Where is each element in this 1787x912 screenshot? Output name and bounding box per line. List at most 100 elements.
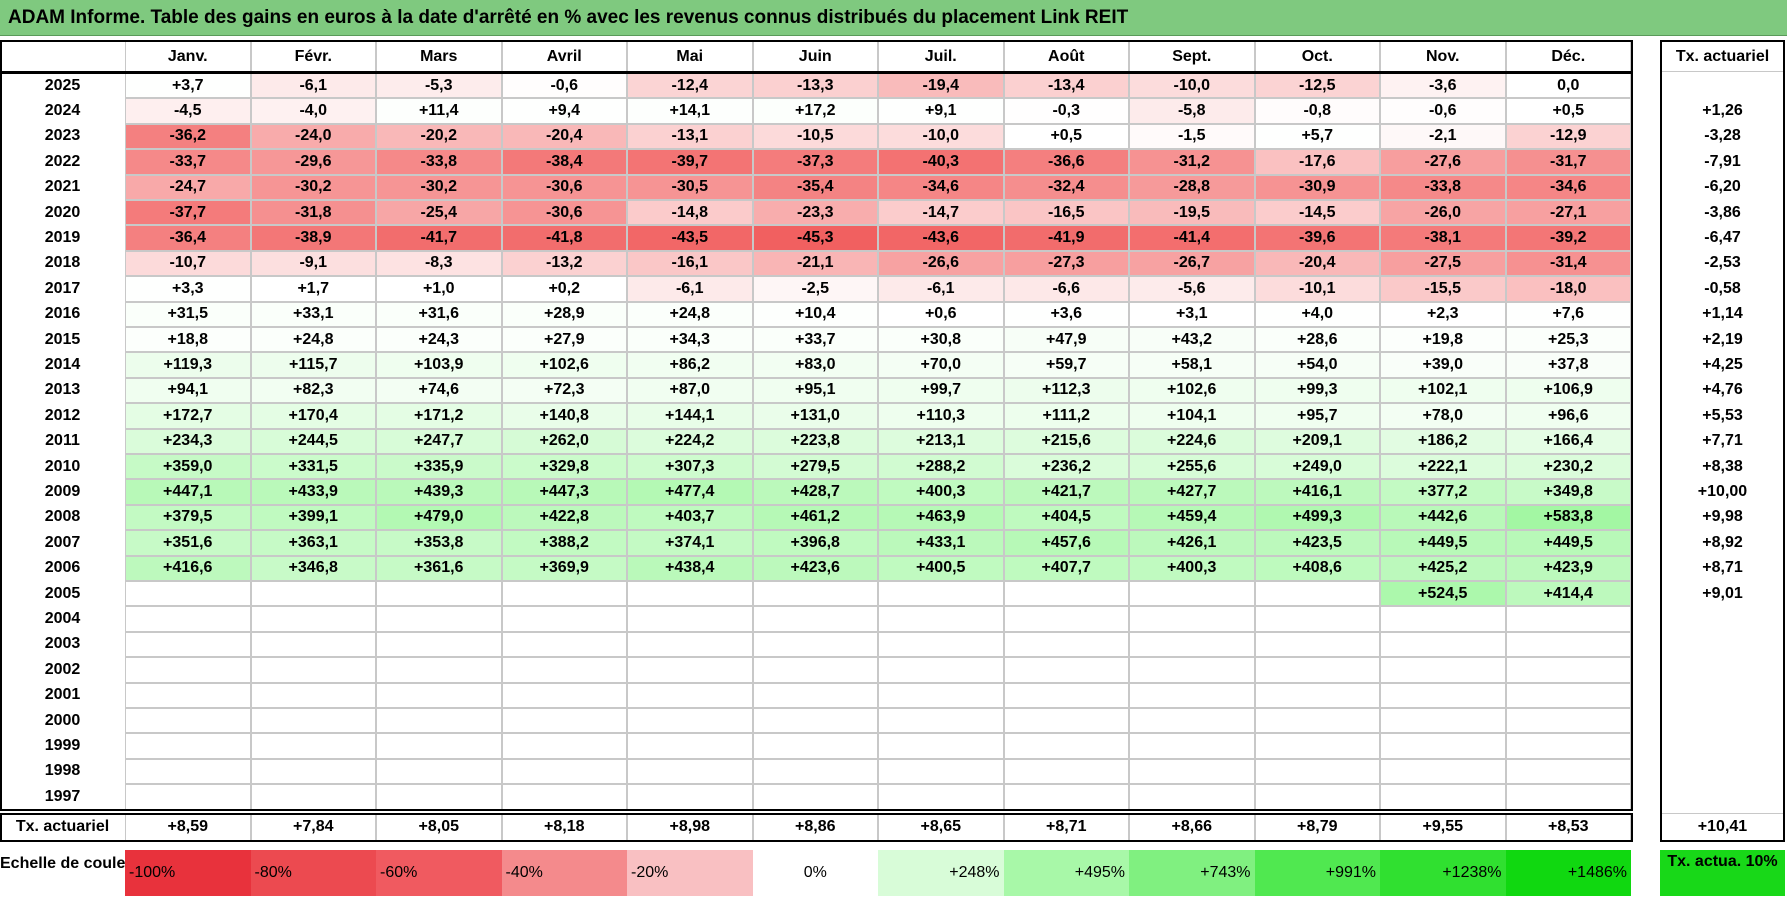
value-cell: [627, 733, 753, 759]
value-cell: +433,9: [250, 479, 376, 505]
tx-cell: +4,76: [1702, 381, 1743, 399]
value-cell: [376, 682, 502, 708]
value-cell: +0,5: [1003, 123, 1129, 150]
scale-swatch: +1238%: [1380, 849, 1506, 896]
scale-swatch: -100%: [125, 849, 251, 896]
value-cell: +14,1: [627, 98, 753, 124]
value-cell: +247,7: [376, 428, 502, 454]
value-cell: +1,0: [376, 276, 502, 302]
value-cell: [1003, 733, 1129, 759]
value-cell: +447,3: [501, 479, 627, 505]
year-label: 2010: [0, 454, 125, 480]
value-cell: +94,1: [125, 377, 251, 404]
value-cell: [1003, 708, 1129, 734]
value-cell: +95,1: [752, 377, 878, 404]
value-cell: +3,1: [1129, 301, 1255, 327]
value-cell: [627, 708, 753, 734]
value-cell: +457,6: [1003, 530, 1129, 556]
scale-label: Echelle de couleur: [0, 854, 142, 872]
tx-cell: [1660, 784, 1785, 809]
value-cell: +400,5: [878, 555, 1004, 581]
value-cell: +2,3: [1380, 301, 1506, 327]
value-cell: [501, 657, 627, 683]
value-cell: [1003, 631, 1129, 658]
scale-swatch: +991%: [1254, 849, 1380, 896]
tx-cell: [1660, 73, 1785, 98]
value-cell: -43,5: [627, 225, 753, 251]
value-cell: [376, 733, 502, 759]
value-cell: +477,4: [627, 479, 753, 505]
value-cell: [125, 606, 251, 632]
year-label: 2023: [0, 123, 125, 150]
value-cell: [1505, 733, 1631, 759]
value-cell: [125, 758, 251, 785]
value-cell: +421,7: [1003, 479, 1129, 505]
value-cell: +59,7: [1003, 352, 1129, 378]
value-cell: +34,3: [627, 327, 753, 353]
value-cell: [1129, 657, 1255, 683]
value-cell: -6,1: [250, 73, 376, 99]
month-header: Oct.: [1254, 41, 1380, 72]
value-cell: +30,8: [878, 327, 1004, 353]
value-cell: [627, 682, 753, 708]
tx-cell: [1660, 759, 1785, 784]
value-cell: -5,8: [1129, 98, 1255, 124]
value-cell: +427,7: [1129, 479, 1255, 505]
value-cell: [1003, 682, 1129, 708]
value-cell: -12,9: [1505, 123, 1631, 150]
footer-cell: +8,65: [878, 812, 1004, 842]
value-cell: +27,9: [501, 327, 627, 353]
tx-cell: [1660, 683, 1785, 708]
value-cell: -27,1: [1505, 200, 1631, 226]
value-cell: [1254, 631, 1380, 658]
value-cell: +70,0: [878, 352, 1004, 378]
value-cell: +346,8: [250, 555, 376, 581]
value-cell: -30,6: [501, 200, 627, 226]
value-cell: +31,5: [125, 301, 251, 327]
value-cell: -5,6: [1129, 276, 1255, 302]
value-cell: +166,4: [1505, 428, 1631, 454]
value-cell: +24,8: [627, 301, 753, 327]
month-header: Mars: [376, 41, 502, 72]
value-cell: +96,6: [1505, 403, 1631, 429]
value-cell: -8,3: [376, 250, 502, 277]
value-cell: [376, 758, 502, 785]
value-cell: -34,6: [878, 174, 1004, 200]
value-cell: +407,7: [1003, 555, 1129, 581]
value-cell: -38,9: [250, 225, 376, 251]
value-cell: +0,6: [878, 301, 1004, 327]
value-cell: -23,3: [752, 200, 878, 226]
tx-cell: +1,14: [1702, 305, 1743, 323]
value-cell: [878, 606, 1004, 632]
value-cell: -20,4: [1254, 250, 1380, 277]
value-cell: +3,7: [125, 73, 251, 99]
value-cell: -33,7: [125, 149, 251, 175]
value-cell: -40,3: [878, 149, 1004, 175]
value-cell: -31,2: [1129, 149, 1255, 175]
value-cell: -41,7: [376, 225, 502, 251]
value-cell: +369,9: [501, 555, 627, 581]
value-cell: +7,6: [1505, 301, 1631, 327]
tx-cell: -6,20: [1704, 178, 1741, 196]
value-cell: -14,8: [627, 200, 753, 226]
value-cell: +423,5: [1254, 530, 1380, 556]
month-header: Juin: [752, 41, 878, 72]
value-cell: [125, 784, 251, 810]
value-cell: +449,5: [1380, 530, 1506, 556]
value-cell: -17,6: [1254, 149, 1380, 175]
year-label: 2015: [0, 327, 125, 353]
value-cell: +351,6: [125, 530, 251, 556]
value-cell: +426,1: [1129, 530, 1255, 556]
year-label: 2009: [0, 479, 125, 505]
value-cell: +86,2: [627, 352, 753, 378]
value-cell: [1129, 682, 1255, 708]
tx-cell: [1660, 733, 1785, 758]
value-cell: [1129, 708, 1255, 734]
value-cell: [627, 631, 753, 658]
value-cell: +414,4: [1505, 581, 1631, 607]
footer-cell: +8,86: [752, 812, 878, 842]
value-cell: +255,6: [1129, 454, 1255, 480]
value-cell: [752, 733, 878, 759]
value-cell: [250, 631, 376, 658]
